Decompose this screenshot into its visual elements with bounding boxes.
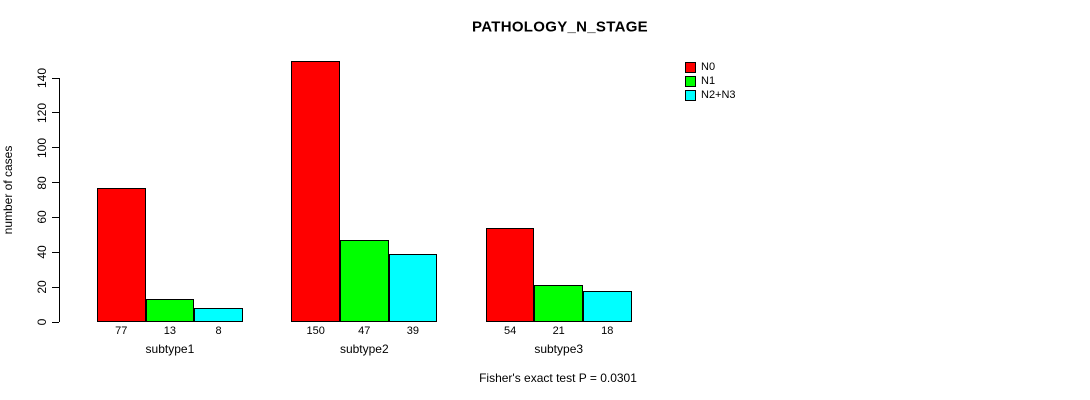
bar-value-label: 47 [358, 325, 371, 337]
fisher-test-annotation: Fisher's exact test P = 0.0301 [479, 371, 637, 385]
bar-value-label: 21 [552, 325, 565, 337]
bar-value-label: 54 [503, 325, 517, 337]
category-label-subtype3: subtype3 [534, 342, 584, 356]
y-axis-line [59, 78, 60, 322]
y-axis-tick-label: 0 [35, 318, 49, 326]
y-axis-tick-label: 20 [35, 280, 49, 294]
y-axis-tick-label: 80 [35, 175, 49, 190]
legend: N0 N1 N2+N3 [685, 60, 736, 102]
y-axis-tick-label: 120 [35, 102, 49, 123]
bar-n1-subtype1 [145, 299, 195, 322]
legend-swatch-n1 [685, 75, 696, 87]
bar-value-label: 39 [406, 325, 420, 337]
y-axis-tick [52, 321, 59, 323]
bar-n0-subtype2 [291, 60, 340, 322]
bar-value-label: 77 [115, 325, 128, 337]
y-axis-tick [52, 112, 59, 114]
y-axis-tick [52, 251, 59, 253]
y-axis-tick [52, 216, 59, 218]
bar-n1-subtype2 [340, 240, 389, 322]
legend-item-n2-n3: N2+N3 [685, 88, 736, 102]
bar-n0-subtype1 [97, 187, 146, 322]
legend-label-n2-n3: N2+N3 [701, 89, 736, 101]
legend-label-n0: N0 [701, 61, 716, 73]
chart-title: PATHOLOGY_N_STAGE [472, 18, 648, 36]
bar-value-label: 13 [163, 325, 177, 337]
legend-swatch-n2-n3 [685, 89, 696, 101]
bar-value-label: 150 [306, 325, 325, 337]
bar-n2-n3-subtype2 [388, 254, 438, 322]
category-label-subtype1: subtype1 [145, 342, 195, 356]
bar-n2-n3-subtype3 [583, 290, 632, 322]
y-axis-tick [52, 286, 59, 288]
category-label-subtype2: subtype2 [339, 342, 389, 356]
y-axis-tick-label: 140 [35, 67, 49, 89]
bar-value-label: 8 [215, 325, 222, 337]
legend-item-n1: N1 [685, 74, 736, 88]
legend-label-n1: N1 [701, 75, 716, 87]
bar-n0-subtype3 [485, 227, 535, 322]
legend-swatch-n0 [685, 61, 696, 73]
bar-n1-subtype3 [534, 285, 583, 322]
legend-item-n0: N0 [685, 60, 736, 74]
y-axis-tick-label: 40 [35, 245, 49, 259]
y-axis-tick-label: 100 [35, 137, 49, 158]
y-axis-tick-label: 60 [35, 210, 49, 225]
y-axis-tick [52, 77, 59, 79]
bar-value-label: 18 [601, 325, 614, 337]
y-axis-tick [52, 182, 59, 184]
y-axis-tick [52, 147, 59, 149]
bar-n2-n3-subtype1 [194, 308, 243, 322]
